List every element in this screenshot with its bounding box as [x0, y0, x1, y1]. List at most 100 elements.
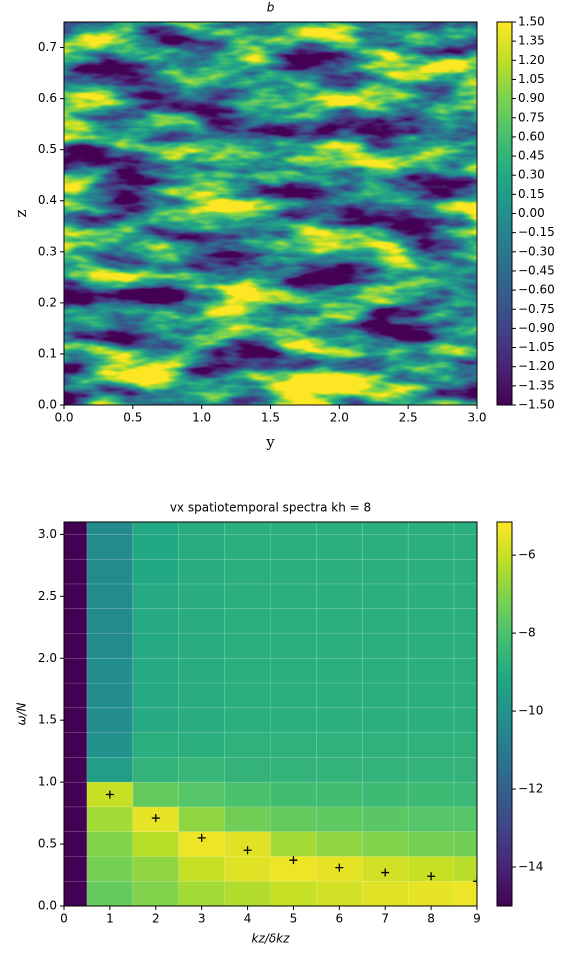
- colorbar-swatch: [497, 53, 512, 58]
- colorbar-swatch: [497, 643, 512, 648]
- colorbar-swatch: [497, 790, 512, 795]
- colorbar-swatch: [497, 392, 512, 396]
- heatmap-cell: [361, 534, 409, 560]
- y-tick-label: 0.6: [38, 91, 57, 105]
- colorbar-swatch: [497, 666, 512, 670]
- colorbar-tick-label: −0.30: [518, 244, 555, 258]
- heatmap-cell: [224, 806, 271, 832]
- colorbar-swatch: [497, 688, 512, 693]
- colorbar-swatch: [497, 114, 512, 119]
- heatmap-cell: [132, 880, 180, 906]
- heatmap-cell: [178, 657, 225, 684]
- colorbar-swatch: [497, 328, 512, 333]
- y-tick-label: 1.0: [38, 775, 57, 789]
- colorbar-swatch: [497, 156, 512, 160]
- colorbar-swatch: [497, 746, 512, 750]
- colorbar-tick-label: −8: [518, 626, 536, 640]
- x-tick-label: 1.5: [261, 411, 280, 425]
- colorbar-swatch: [497, 698, 512, 702]
- colorbar-swatch: [497, 573, 512, 577]
- heatmap-cell: [361, 757, 409, 783]
- x-tick-label: 6: [336, 912, 344, 926]
- colorbar-swatch: [497, 534, 512, 539]
- colorbar-swatch: [497, 286, 512, 291]
- colorbar-swatch: [497, 136, 512, 141]
- colorbar-swatch: [497, 592, 512, 597]
- colorbar-swatch: [497, 899, 512, 904]
- heatmap-cell: [316, 682, 363, 709]
- y-tick-label: 3.0: [38, 527, 57, 541]
- colorbar-swatch: [497, 191, 512, 195]
- colorbar-swatch: [497, 598, 512, 603]
- heatmap-cell: [224, 608, 271, 634]
- colorbar-swatch: [497, 886, 512, 891]
- heatmap-cell: [407, 732, 455, 758]
- colorbar-swatch: [497, 296, 512, 301]
- colorbar-swatch: [497, 854, 512, 859]
- colorbar-swatch: [497, 101, 512, 106]
- heatmap-cell: [224, 781, 271, 808]
- heatmap-cell: [316, 657, 363, 684]
- colorbar-swatch: [497, 544, 512, 549]
- heatmap-cell: [178, 534, 225, 560]
- heatmap-cell: [178, 682, 225, 709]
- y-tick-label: 0.4: [38, 193, 57, 207]
- colorbar-swatch: [497, 120, 512, 125]
- heatmap-cell: [407, 633, 455, 659]
- peak-marker: [473, 877, 477, 886]
- colorbar-swatch: [497, 133, 512, 138]
- heatmap-cell: [270, 732, 317, 758]
- colorbar-swatch: [497, 117, 512, 122]
- heatmap-cell: [224, 732, 271, 758]
- colorbar-swatch: [497, 127, 512, 132]
- heatmap-cell: [316, 732, 363, 758]
- x-tick-label: 2.5: [399, 411, 418, 425]
- heatmap-cell: [132, 657, 180, 684]
- y-axis-label: ω/N: [15, 702, 29, 725]
- heatmap-cell: [316, 583, 363, 610]
- colorbar-swatch: [497, 165, 512, 170]
- colorbar-swatch: [497, 149, 512, 154]
- y-tick-label: 2.0: [38, 651, 57, 665]
- colorbar-swatch: [497, 550, 512, 555]
- heatmap-cell: [178, 583, 225, 610]
- colorbar-swatch: [497, 334, 512, 339]
- colorbar-swatch: [497, 82, 512, 87]
- colorbar-swatch: [497, 810, 512, 814]
- colorbar-swatch: [497, 254, 512, 259]
- heatmap-cell: [316, 757, 363, 783]
- colorbar-swatch: [497, 245, 512, 250]
- colorbar-tick-label: −6: [518, 548, 536, 562]
- colorbar-swatch: [497, 778, 512, 782]
- heatmap-cell: [361, 657, 409, 684]
- colorbar-swatch: [497, 385, 512, 390]
- colorbar-swatch: [497, 31, 512, 36]
- colorbar-swatch: [497, 893, 512, 897]
- colorbar-swatch: [497, 736, 512, 741]
- heatmap-cell: [316, 806, 363, 832]
- colorbar-swatch: [497, 219, 512, 224]
- heatmap-cell: [361, 682, 409, 709]
- colorbar-swatch: [497, 111, 512, 116]
- colorbar-swatch: [497, 162, 512, 167]
- colorbar-swatch: [497, 726, 512, 731]
- heatmap-cell: [224, 657, 271, 684]
- colorbar-swatch: [497, 672, 512, 677]
- colorbar-swatch: [497, 624, 512, 629]
- colorbar-swatch: [497, 325, 512, 329]
- colorbar-swatch: [497, 704, 512, 709]
- colorbar-tick-label: 0.90: [518, 91, 545, 105]
- colorbar-swatch: [497, 582, 512, 587]
- colorbar-swatch: [497, 261, 512, 266]
- colorbar-swatch: [497, 554, 512, 558]
- colorbar-swatch: [497, 277, 512, 282]
- colorbar-swatch: [497, 341, 512, 345]
- colorbar-swatch: [497, 229, 512, 234]
- colorbar-swatch: [497, 848, 512, 853]
- colorbar-swatch: [497, 621, 512, 625]
- x-tick-label: 3.0: [467, 411, 486, 425]
- colorbar-swatch: [497, 528, 512, 533]
- chart-title: vx spatiotemporal spectra kh = 8: [170, 501, 371, 515]
- colorbar-swatch: [497, 787, 512, 792]
- colorbar-swatch: [497, 781, 512, 785]
